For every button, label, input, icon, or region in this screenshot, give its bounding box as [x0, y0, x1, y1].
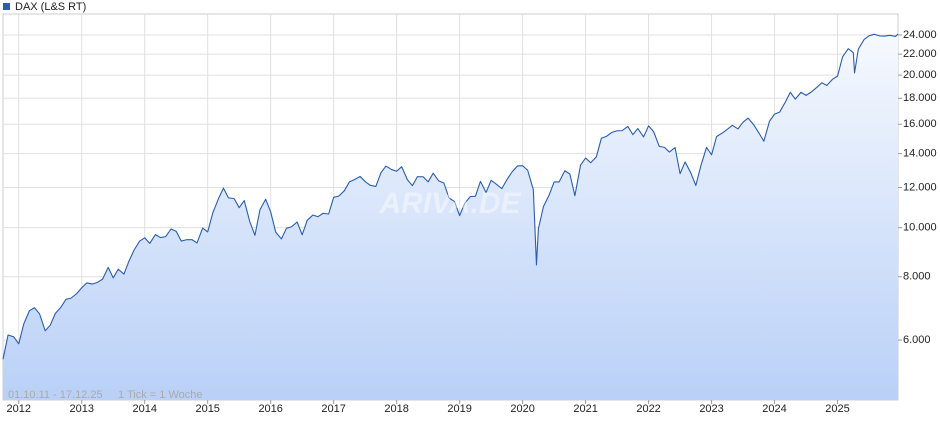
footnote: 01.10.11 - 17.12.25 — [8, 389, 103, 401]
area — [3, 34, 898, 401]
x-tick-label: 2017 — [321, 403, 345, 415]
y-tick-label: 16.000 — [903, 118, 937, 130]
y-tick-label: 24.000 — [903, 29, 937, 41]
x-tick-label: 2021 — [573, 403, 597, 415]
y-tick-label: 6.000 — [903, 334, 931, 346]
x-tick-label: 2016 — [258, 403, 282, 415]
x-tick-label: 2023 — [699, 403, 723, 415]
legend: DAX (L&S RT) — [3, 1, 86, 13]
x-tick-label: 2018 — [384, 403, 408, 415]
footnote: 1 Tick = 1 Woche — [118, 389, 202, 401]
y-tick-label: 14.000 — [903, 148, 937, 160]
x-tick-label: 2020 — [510, 403, 534, 415]
x-tick-label: 2025 — [825, 403, 849, 415]
line — [2, 33, 899, 360]
x-tick-label: 2013 — [69, 403, 93, 415]
y-tick-label: 8.000 — [903, 271, 931, 283]
y-tick-label: 10.000 — [903, 222, 937, 234]
x-tick-label: 2019 — [447, 403, 471, 415]
legend-label: DAX (L&S RT) — [15, 1, 86, 13]
watermark: ARIVA.DE — [378, 187, 521, 220]
x-tick-label: 2024 — [762, 403, 786, 415]
y-tick-label: 22.000 — [903, 48, 937, 60]
legend-swatch — [3, 3, 10, 10]
y-tick-label: 20.000 — [903, 69, 937, 81]
x-tick-label: 2015 — [195, 403, 219, 415]
y-tick-label: 18.000 — [903, 92, 937, 104]
y-tick-label: 12.000 — [903, 181, 937, 193]
x-tick-label: 2012 — [7, 403, 31, 415]
marks — [2, 33, 899, 401]
x-tick-label: 2014 — [132, 403, 156, 415]
x-tick-label: 2022 — [636, 403, 660, 415]
